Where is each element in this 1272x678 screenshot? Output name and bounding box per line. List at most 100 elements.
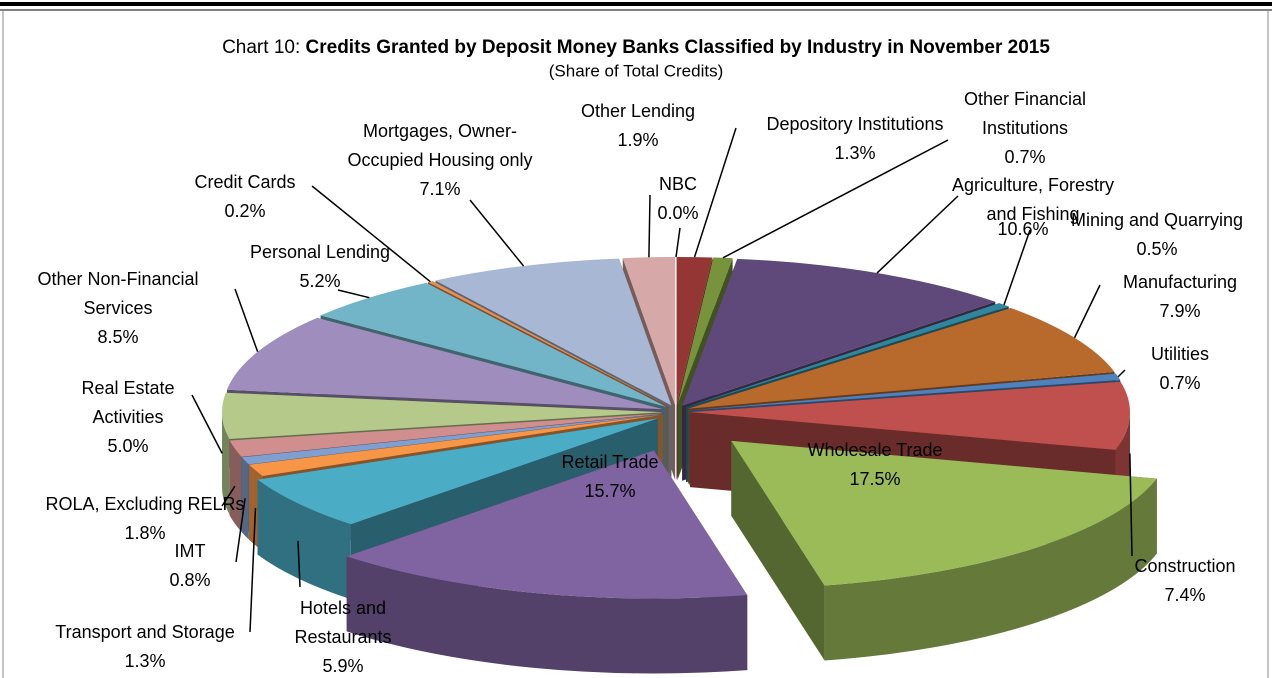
slice-top [688, 308, 1115, 409]
slice-label-line: Other Financial [964, 89, 1086, 109]
slice-top [676, 257, 713, 406]
leader-line [469, 199, 525, 267]
leader-line [876, 195, 959, 274]
slice-label: Personal Lending 5.2% [250, 242, 390, 291]
slice-label-line: Construction [1134, 556, 1235, 576]
slice-top [435, 258, 672, 406]
slice-value-label: 17.5% [849, 469, 900, 489]
slice-top [428, 281, 669, 407]
leader-line [1073, 284, 1101, 339]
slice-value-label: 1.9% [617, 130, 658, 150]
slice-value-label: 7.1% [419, 179, 460, 199]
slice-top [677, 257, 733, 406]
slice-label-line: Hotels and [300, 598, 386, 618]
slice-label-line: Personal Lending [250, 242, 390, 262]
slice-label-line: Real Estate [81, 378, 174, 398]
title-number: Chart 10: [222, 37, 300, 58]
slice-top [257, 418, 659, 525]
slice [346, 450, 748, 674]
slice-value-label: 5.9% [322, 656, 363, 676]
slice-label-line: Institutions [982, 118, 1068, 138]
slice-value-label: 5.2% [299, 271, 340, 291]
slice-top [689, 381, 1130, 450]
leader-line [234, 288, 259, 353]
slice-label: Other Financial Institutions 0.7% [964, 89, 1086, 167]
slice-side [222, 412, 230, 514]
slice-value-label: 0.8% [169, 570, 210, 590]
slice-side [346, 556, 748, 674]
slice-label-line: Agriculture, Forestry [952, 175, 1114, 195]
slice-label-line: Transport and Storage [55, 622, 234, 642]
slice-label: Credit Cards 0.2% [194, 172, 295, 221]
slice-top [682, 258, 996, 406]
leader-line [693, 127, 737, 258]
leader-line [235, 498, 246, 563]
slice-label: Mortgages, Owner- Occupied Housing only 7.… [347, 121, 532, 199]
slice-side [824, 478, 1157, 661]
slice-label-line: Depository Institutions [766, 114, 943, 134]
slice-label: Utilities 0.7% [1151, 344, 1209, 393]
slice-wall [731, 440, 825, 661]
slice-label-line: IMT [175, 541, 206, 561]
slice-label-line: Other Non-Financial [37, 269, 198, 289]
slice-top [689, 373, 1121, 411]
slice-top [731, 440, 1157, 586]
slice-label-line: Credit Cards [194, 172, 295, 192]
chart-subtitle: (Share of Total Credits) [549, 61, 723, 80]
slice-label: ROLA, Excluding RELRs 1.8% [45, 494, 244, 543]
slice-value-label: 0.2% [224, 201, 265, 221]
slice-label-line: Manufacturing [1123, 272, 1237, 292]
slice-label: Mining and Quarrying 0.5% [1071, 210, 1243, 259]
leader-line [1117, 369, 1126, 378]
leader-line [1003, 229, 1031, 306]
slice-label-line: Other Lending [581, 101, 695, 121]
leader-line [249, 507, 257, 633]
leader-line [1129, 453, 1133, 557]
slice-value-label: 1.3% [124, 651, 165, 671]
slice-value-label: 8.5% [97, 327, 138, 347]
leader-line [648, 194, 651, 258]
leader-line [675, 227, 681, 258]
slice-label: IMT 0.8% [169, 541, 210, 590]
slice-top [686, 303, 1009, 408]
leader-line [722, 139, 949, 259]
slice-value-label: 10.6% [997, 219, 1048, 239]
slice-label-line: Mortgages, Owner- [363, 121, 517, 141]
slice-value-label: 15.7% [584, 481, 635, 501]
slice-value-label: 1.3% [834, 143, 875, 163]
slice-label: Other Non-Financial Services 8.5% [37, 269, 198, 347]
slice-label-line: and Fishing [986, 204, 1079, 224]
slice-value-label: 0.7% [1159, 373, 1200, 393]
slice-label: Construction 7.4% [1134, 556, 1235, 605]
slice-label: NBC 0.0% [657, 174, 698, 223]
slice-label: Other Lending 1.9% [581, 101, 695, 150]
slice-label: Wholesale Trade 17.5% [807, 440, 942, 489]
slice-side [257, 479, 351, 600]
slice-value-label: 0.7% [1004, 147, 1045, 167]
slice-label-line: Wholesale Trade [807, 440, 942, 460]
slice-label: Agriculture, Forestry and Fishing 10.6% [952, 175, 1114, 239]
slice-label-line: Services [83, 298, 152, 318]
slice [731, 440, 1157, 661]
leader-line [191, 394, 223, 454]
slice-top [226, 317, 664, 410]
slice-top [222, 392, 663, 439]
slice-label: Manufacturing 7.9% [1123, 272, 1237, 321]
slice-value-label: 7.9% [1159, 301, 1200, 321]
slice-label-line: Utilities [1151, 344, 1209, 364]
leader-line [221, 485, 236, 507]
slice-top [346, 450, 748, 599]
slice-label: Retail Trade 15.7% [561, 452, 658, 501]
slice-label-line: Retail Trade [561, 452, 658, 472]
leader-line [297, 540, 301, 588]
chart-title: Chart 10: Credits Granted by Deposit Mon… [222, 37, 1050, 58]
slice-label-line: Activities [92, 407, 163, 427]
slice-label-line: Restaurants [294, 627, 391, 647]
slice-value-label: 7.4% [1164, 585, 1205, 605]
slice-top [229, 413, 663, 457]
slice-label: Depository Institutions 1.3% [766, 114, 943, 163]
title-text: Credits Granted by Deposit Money Banks C… [306, 37, 1051, 58]
slice-value-label: 1.8% [124, 523, 165, 543]
slice-label-line: NBC [659, 174, 697, 194]
